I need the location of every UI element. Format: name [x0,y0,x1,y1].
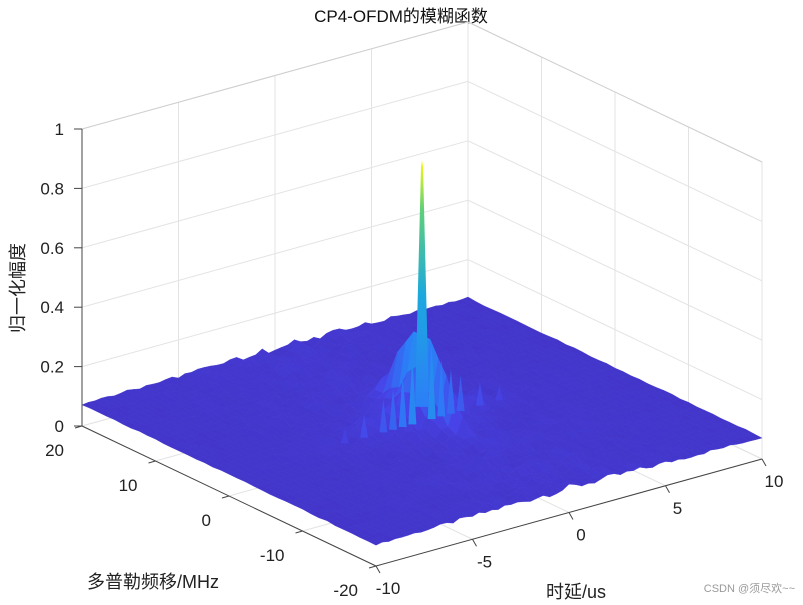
x-axis-label: 时延/us [546,582,606,602]
y-tick-label: 0 [202,511,211,530]
box-edge [81,21,469,130]
grid-line [81,199,469,308]
box-edge [467,21,763,163]
z-tick-label: 0.6 [40,239,64,258]
grid-line [467,140,763,282]
x-tick-mark [761,458,767,467]
x-tick-label: -5 [477,552,492,571]
y-tick-mark [295,530,303,534]
y-axis-label: 多普勒频移/MHz [87,572,219,592]
y-tick-mark [148,460,156,464]
x-tick-label: 5 [673,499,682,518]
x-tick-mark [568,512,574,520]
x-tick-label: 10 [765,472,784,491]
y-tick-label: 20 [45,441,64,460]
grid-line [467,199,763,341]
surface-plot [81,160,763,546]
sidelobe-spike [408,356,417,425]
sidelobe-spike [437,359,446,417]
y-tick-label: -20 [333,581,358,600]
grid-line [467,80,763,222]
z-tick-label: 1 [55,120,64,139]
x-tick-label: -10 [376,579,401,598]
sidelobe-spike [427,344,436,420]
grid-line [81,80,469,189]
sidelobe-spike [389,388,398,430]
sidelobe-spike [379,399,388,433]
x-tick-label: 0 [576,526,585,545]
surface-patch [746,433,763,440]
sidelobe-spike [398,373,407,428]
main-peak [415,160,429,407]
chart-title: CP4-OFDM的模糊函数 [314,7,488,26]
grid-line [81,140,469,249]
x-tick-mark [375,565,381,574]
z-tick-label: 0.8 [40,179,64,198]
sidelobe-spike [446,369,455,414]
watermark: CSDN @须尽欢~~ [704,581,795,595]
z-tick-label: 0.4 [40,298,64,317]
axes-ticks: -10 -5 0 5 10 -20 -10 0 10 20 0 0.2 0.4 0.6 0.8 1 [40,120,783,600]
x-tick-mark [472,539,477,547]
z-tick-label: 0.2 [40,358,64,377]
sidelobe-spike [340,428,349,444]
sidelobe-spike [495,385,504,401]
y-tick-mark [221,495,230,499]
grid-line [81,259,469,368]
z-axis-label: 归一化幅度 [8,243,28,333]
z-tick-label: 0 [55,417,64,436]
y-tick-label: 10 [119,476,138,495]
sidelobe-spike [360,414,369,438]
grid-line [467,259,763,401]
x-tick-mark [665,485,670,493]
y-tick-mark [368,565,377,569]
sidelobe-spike [475,381,484,406]
sidelobe-spike [456,375,465,412]
y-tick-label: -10 [260,546,285,565]
